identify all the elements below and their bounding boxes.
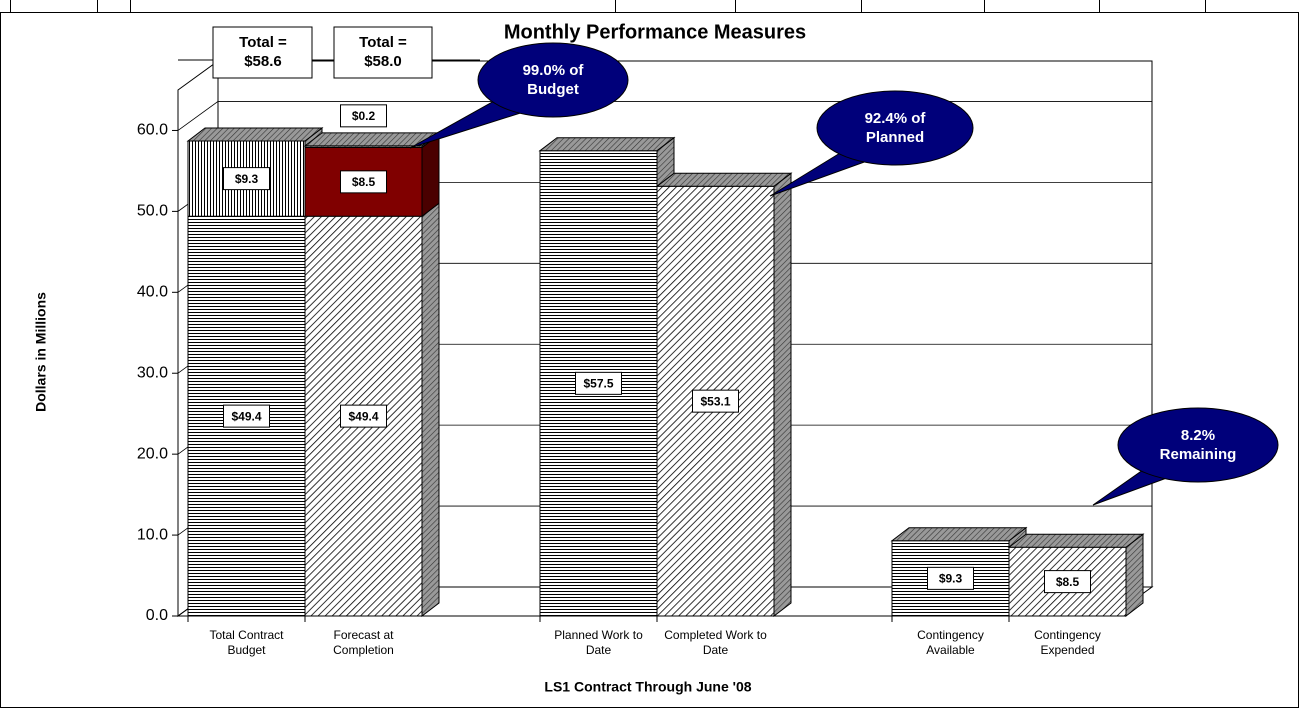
value-label-box xyxy=(223,404,270,428)
value-label-box xyxy=(1044,570,1091,594)
callout xyxy=(1117,407,1279,483)
value-label: $57.5 xyxy=(583,377,613,391)
x-tick-label: Planned Work to Date xyxy=(554,628,643,657)
total-note: Total = $58.6 xyxy=(239,34,287,70)
chart-title: Monthly Performance Measures xyxy=(504,21,806,43)
bar-side xyxy=(421,202,440,618)
value-label: $53.1 xyxy=(700,394,730,408)
bar-top xyxy=(1007,533,1145,548)
x-tick-label: Contingency Available xyxy=(917,628,984,657)
bars: $49.4 $9.3 $49.4 $8.5 $0.2 $57.5 $53.1 $9.3 $8.5 xyxy=(186,104,1145,618)
value-label-box xyxy=(223,167,270,191)
value-label: $9.3 xyxy=(939,572,963,586)
x-axis-label: LS1 Contract Through June '08 xyxy=(544,679,751,695)
x-tick-label: Completed Work to Date xyxy=(664,628,767,657)
y-tick-label: 40.0 xyxy=(137,284,168,301)
y-tick-label: 50.0 xyxy=(137,203,168,220)
y-tick-label: 10.0 xyxy=(137,526,168,543)
value-label: $8.5 xyxy=(1056,575,1080,589)
bar-top xyxy=(890,527,1028,542)
value-label: $9.3 xyxy=(235,172,259,186)
value-label-box xyxy=(340,170,387,194)
callout-text: 99.0% of Budget xyxy=(522,62,584,98)
x-tick-label: Forecast at Completion xyxy=(333,628,394,657)
x-tick-label: Total Contract Budget xyxy=(209,628,284,657)
callout xyxy=(816,90,974,166)
bar-side xyxy=(421,133,440,218)
callout-text: 8.2% Remaining xyxy=(1159,427,1237,463)
bar-top xyxy=(186,127,324,142)
callout xyxy=(477,42,629,118)
value-label-box xyxy=(927,566,974,590)
x-tick-label: Contingency Expended xyxy=(1034,628,1101,657)
value-label: $8.5 xyxy=(352,175,376,189)
value-label: $49.4 xyxy=(348,409,378,423)
y-tick-label: 30.0 xyxy=(137,364,168,381)
value-label: $49.4 xyxy=(231,409,261,423)
bar-side xyxy=(773,172,792,618)
value-label-box xyxy=(340,104,387,128)
bar-top xyxy=(655,172,793,187)
y-tick-label: 0.0 xyxy=(146,607,168,624)
y-tick-label: 60.0 xyxy=(137,122,168,139)
bar-side xyxy=(1125,533,1144,618)
total-box xyxy=(212,26,313,79)
callouts xyxy=(178,26,1279,506)
total-box xyxy=(333,26,433,79)
callout-text: 92.4% of Planned xyxy=(864,110,926,146)
value-label-box xyxy=(692,389,739,413)
total-note: Total = $58.0 xyxy=(359,34,407,70)
y-axis-label: Dollars in Millions xyxy=(33,292,49,412)
bar-top xyxy=(538,137,676,152)
y-tick-label: 20.0 xyxy=(137,445,168,462)
value-label-box xyxy=(340,404,387,428)
value-label-box xyxy=(575,371,622,395)
value-label: $0.2 xyxy=(352,109,376,123)
